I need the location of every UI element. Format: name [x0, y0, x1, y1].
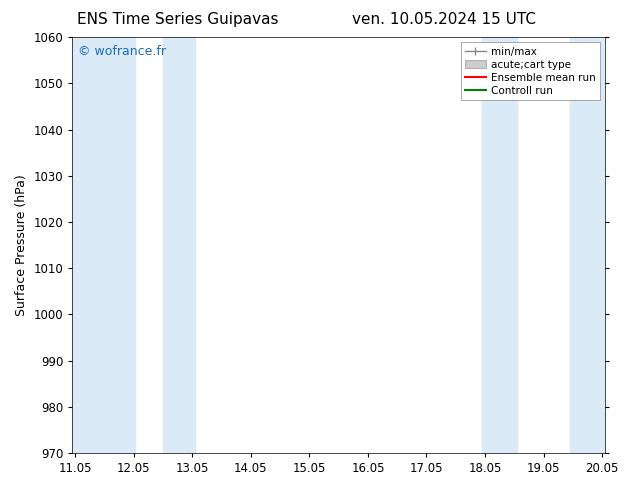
Title: ENS Time Series Guipavas      ven. 10.05.2024 15 UTC: ENS Time Series Guipavas ven. 10.05.2024… [0, 489, 1, 490]
Bar [163, 37, 195, 453]
Text: © wofrance.fr: © wofrance.fr [77, 46, 165, 58]
Text: ven. 10.05.2024 15 UTC: ven. 10.05.2024 15 UTC [352, 12, 536, 27]
Bar [72, 37, 135, 453]
Text: ENS Time Series Guipavas: ENS Time Series Guipavas [77, 12, 278, 27]
Legend: min/max, acute;cart type, Ensemble mean run, Controll run: min/max, acute;cart type, Ensemble mean … [461, 42, 600, 100]
Y-axis label: Surface Pressure (hPa): Surface Pressure (hPa) [15, 174, 28, 316]
Bar [482, 37, 517, 453]
Bar [570, 37, 605, 453]
